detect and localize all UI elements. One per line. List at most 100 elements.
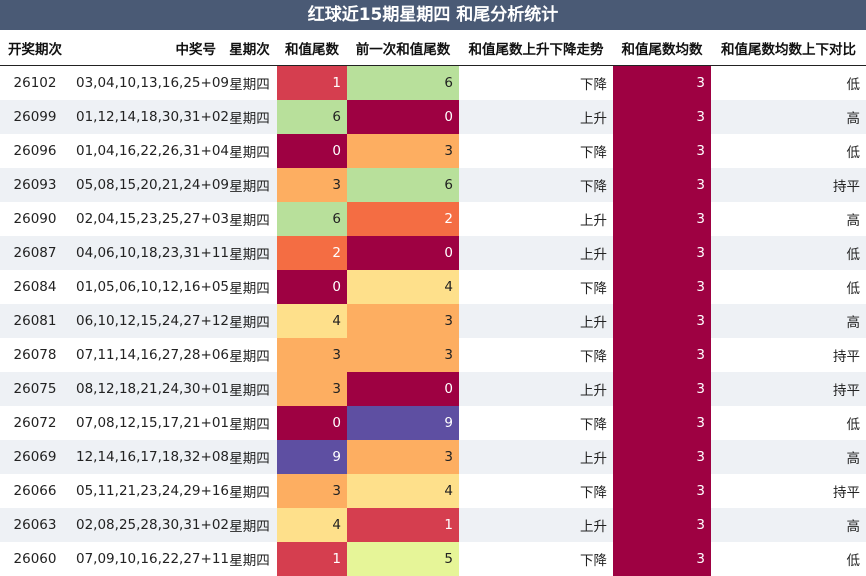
- cell-trend: 下降: [580, 145, 607, 161]
- cell-compare: 高: [846, 213, 861, 229]
- cell-compare: 高: [711, 508, 866, 542]
- cell-numbers: 05,08,15,20,21,24+09: [70, 168, 229, 202]
- header-avg: 和值尾数均数: [613, 30, 711, 66]
- cell-issue: 26060: [13, 551, 57, 567]
- table-row: 26084 01,05,06,10,12,16+05 星期四 0 4 下降 3 低: [0, 270, 866, 304]
- cell-numbers: 06,10,12,15,24,27+12: [70, 304, 229, 338]
- cell-trend: 下降: [580, 77, 607, 93]
- cell-tail: 6: [277, 100, 347, 134]
- cell-avg: 3: [613, 100, 711, 134]
- header-tail: 和值尾数: [277, 30, 347, 66]
- cell-avg: 3: [613, 338, 711, 372]
- cell-weekday: 星期四: [229, 417, 270, 433]
- cell-weekday: 星期四: [222, 168, 277, 202]
- table-row: 26072 07,08,12,15,17,21+01 星期四 0 9 下降 3 低: [0, 406, 866, 440]
- cell-avg: 3: [613, 406, 711, 440]
- cell-compare: 低: [846, 417, 861, 433]
- cell-tail: 6: [277, 202, 347, 236]
- cell-issue: 26090: [13, 211, 57, 227]
- cell-tail: 1: [277, 542, 347, 576]
- cell-issue: 26084: [13, 279, 57, 295]
- cell-prev-tail: 1: [347, 508, 459, 542]
- cell-avg: 3: [613, 440, 711, 474]
- cell-trend: 上升: [459, 236, 613, 270]
- cell-compare: 低: [846, 145, 861, 161]
- cell-prev-tail: 0: [347, 100, 459, 134]
- cell-issue: 26093: [0, 168, 70, 202]
- cell-issue: 26072: [13, 415, 57, 431]
- cell-prev-tail: 3: [347, 134, 459, 168]
- table-row: 26090 02,04,15,23,25,27+03 星期四 6 2 上升 3 高: [0, 202, 866, 236]
- cell-trend: 下降: [580, 553, 607, 569]
- cell-tail: 3: [277, 338, 347, 372]
- cell-trend: 上升: [580, 213, 607, 229]
- cell-issue: 26102: [13, 75, 57, 91]
- table-row: 26078 07,11,14,16,27,28+06 星期四 3 3 下降 3 持平: [0, 338, 866, 372]
- cell-compare: 高: [711, 304, 866, 338]
- table-row: 26102 03,04,10,13,16,25+09 星期四 1 6 下降 3 低: [0, 65, 866, 100]
- cell-trend: 上升: [459, 508, 613, 542]
- cell-trend: 上升: [459, 100, 613, 134]
- cell-numbers: 04,06,10,18,23,31+11: [70, 236, 229, 270]
- cell-issue: 26099: [0, 100, 70, 134]
- cell-trend: 上升: [459, 304, 613, 338]
- cell-issue: 26066: [13, 483, 57, 499]
- cell-numbers: 07,11,14,16,27,28+06: [76, 347, 230, 363]
- cell-prev-tail: 9: [347, 406, 459, 440]
- cell-tail: 0: [277, 406, 347, 440]
- cell-avg: 3: [613, 134, 711, 168]
- cell-avg: 3: [613, 372, 711, 406]
- cell-numbers: 03,04,10,13,16,25+09: [76, 75, 230, 91]
- cell-weekday: 星期四: [222, 508, 277, 542]
- cell-weekday: 星期四: [229, 281, 270, 297]
- cell-avg: 3: [613, 168, 711, 202]
- cell-prev-tail: 3: [347, 304, 459, 338]
- table-row: 26063 02,08,25,28,30,31+02 星期四 4 1 上升 3 高: [0, 508, 866, 542]
- cell-tail: 3: [277, 474, 347, 508]
- table-row: 26060 07,09,10,16,22,27+11 星期四 1 5 下降 3 低: [0, 542, 866, 576]
- cell-weekday: 星期四: [229, 213, 270, 229]
- cell-compare: 高: [711, 100, 866, 134]
- cell-trend: 下降: [580, 281, 607, 297]
- cell-prev-tail: 4: [347, 270, 459, 304]
- cell-trend: 下降: [580, 417, 607, 433]
- table-row: 26066 05,11,21,23,24,29+16 星期四 3 4 下降 3 持平: [0, 474, 866, 508]
- cell-issue: 26069: [0, 440, 70, 474]
- cell-avg: 3: [613, 270, 711, 304]
- cell-avg: 3: [613, 202, 711, 236]
- header-numbers: 中奖号: [70, 30, 222, 66]
- cell-tail: 1: [277, 65, 347, 100]
- cell-tail: 0: [277, 134, 347, 168]
- cell-issue: 26075: [0, 372, 70, 406]
- cell-numbers: 02,04,15,23,25,27+03: [76, 211, 230, 227]
- cell-compare: 低: [846, 281, 861, 297]
- cell-compare: 高: [711, 440, 866, 474]
- cell-numbers: 01,05,06,10,12,16+05: [76, 279, 230, 295]
- cell-prev-tail: 6: [347, 65, 459, 100]
- cell-compare: 低: [711, 236, 866, 270]
- cell-numbers: 01,12,14,18,30,31+02: [70, 100, 229, 134]
- cell-avg: 3: [613, 508, 711, 542]
- table-row: 26087 04,06,10,18,23,31+11 星期四 2 0 上升 3 低: [0, 236, 866, 270]
- cell-compare: 低: [846, 553, 861, 569]
- cell-weekday: 星期四: [222, 236, 277, 270]
- cell-weekday: 星期四: [222, 440, 277, 474]
- cell-numbers: 07,09,10,16,22,27+11: [76, 551, 230, 567]
- header-compare: 和值尾数均数上下对比: [711, 30, 866, 66]
- table-title: 红球近15期星期四 和尾分析统计: [0, 0, 866, 30]
- cell-weekday: 星期四: [222, 100, 277, 134]
- cell-weekday: 星期四: [222, 304, 277, 338]
- cell-prev-tail: 3: [347, 440, 459, 474]
- cell-issue: 26078: [13, 347, 57, 363]
- cell-weekday: 星期四: [222, 372, 277, 406]
- cell-issue: 26081: [0, 304, 70, 338]
- cell-avg: 3: [613, 304, 711, 338]
- cell-weekday: 星期四: [229, 349, 270, 365]
- cell-issue: 26096: [13, 143, 57, 159]
- header-weekday: 星期次: [222, 30, 277, 66]
- header-prev-tail: 前一次和值尾数: [347, 30, 459, 66]
- cell-trend: 下降: [580, 349, 607, 365]
- cell-tail: 2: [277, 236, 347, 270]
- cell-avg: 3: [613, 542, 711, 576]
- cell-trend: 下降: [580, 485, 607, 501]
